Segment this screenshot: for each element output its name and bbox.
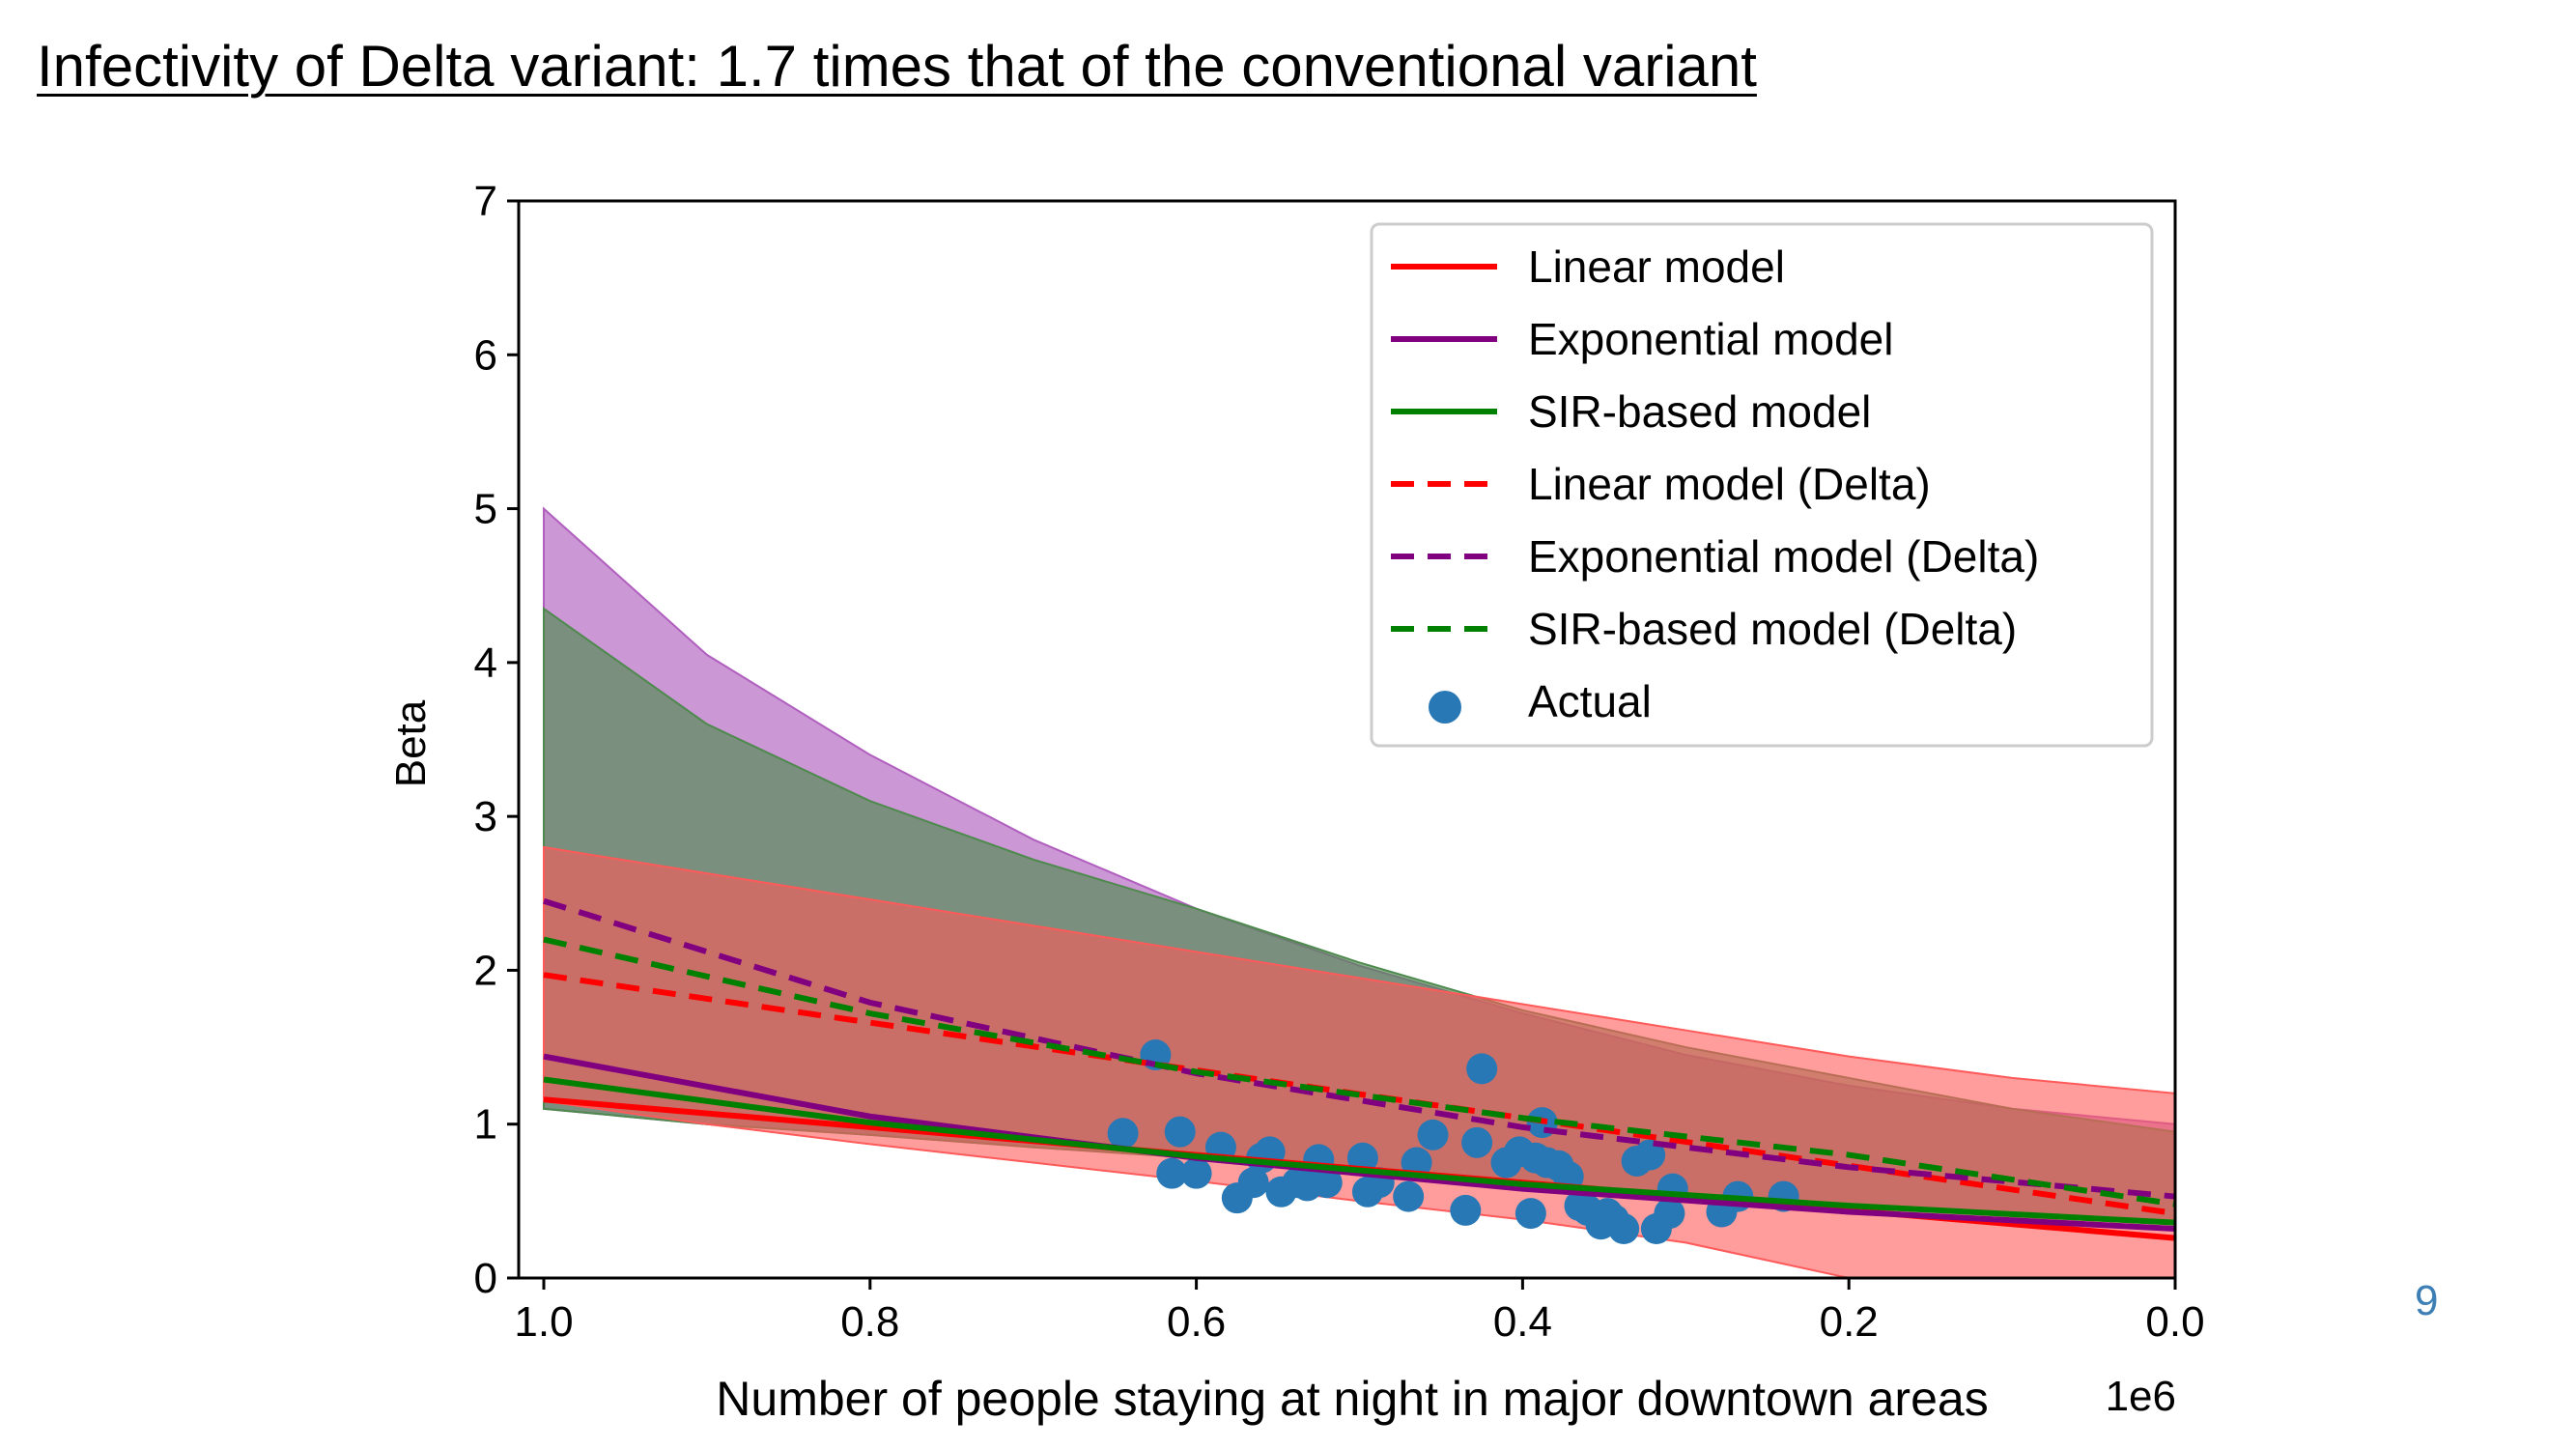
axis-ticks: 1.0 0.8 0.6 0.4 0.2 0.0 0 1 2 3 4 5 6 7 bbox=[474, 178, 2205, 1346]
x-tick-label: 0.8 bbox=[840, 1298, 899, 1346]
actual-point bbox=[1466, 1053, 1498, 1085]
actual-point bbox=[1156, 1157, 1188, 1189]
x-axis-label: Number of people staying at night in maj… bbox=[716, 1372, 1988, 1426]
legend-label-actual: Actual bbox=[1528, 676, 1652, 726]
actual-point bbox=[1393, 1180, 1425, 1212]
page-number: 9 bbox=[2415, 1277, 2439, 1324]
actual-point bbox=[1450, 1194, 1482, 1226]
y-tick-label: 6 bbox=[474, 331, 497, 379]
x-tick-label: 0.0 bbox=[2145, 1298, 2204, 1346]
slide-title: Infectivity of Delta variant: 1.7 times … bbox=[37, 34, 1757, 99]
legend-label-exponential-model-delta: Exponential model (Delta) bbox=[1528, 531, 2039, 582]
confidence-bands bbox=[543, 506, 2175, 1278]
y-tick-label: 7 bbox=[474, 178, 497, 225]
actual-point bbox=[1461, 1126, 1493, 1158]
actual-point bbox=[1311, 1167, 1343, 1199]
legend-label-exponential-model: Exponential model bbox=[1528, 314, 1893, 364]
y-tick-label: 2 bbox=[474, 947, 497, 994]
y-tick-label: 1 bbox=[474, 1101, 497, 1149]
x-tick-label: 0.2 bbox=[1820, 1298, 1879, 1346]
x-tick-label: 0.4 bbox=[1493, 1298, 1552, 1346]
legend-marker-actual bbox=[1429, 691, 1461, 724]
exponential-model-line bbox=[543, 1053, 2175, 1233]
actual-point bbox=[1164, 1116, 1196, 1148]
y-tick-label: 3 bbox=[474, 793, 497, 840]
actual-point bbox=[1514, 1198, 1546, 1230]
actual-point bbox=[1608, 1213, 1640, 1245]
legend: Linear model Exponential model SIR-based m… bbox=[1370, 222, 2154, 748]
actual-point bbox=[1107, 1118, 1139, 1150]
legend-label-linear-model-delta: Linear model (Delta) bbox=[1528, 459, 1931, 509]
x-tick-label: 1.0 bbox=[514, 1298, 573, 1346]
x-tick-label: 0.6 bbox=[1167, 1298, 1226, 1346]
y-tick-label: 5 bbox=[474, 486, 497, 533]
legend-label-linear-model: Linear model bbox=[1528, 242, 1785, 292]
legend-box bbox=[1370, 222, 2154, 748]
x-offset-label: 1e6 bbox=[2106, 1373, 2176, 1420]
plot-frame bbox=[517, 199, 2177, 1280]
actual-point bbox=[1417, 1119, 1449, 1151]
actual-point bbox=[1180, 1157, 1212, 1189]
y-axis-label: Beta bbox=[387, 699, 435, 787]
linear-model-delta-range-band bbox=[543, 845, 2175, 1278]
actual-point bbox=[1237, 1167, 1269, 1199]
legend-label-sir-based-model: SIR-based model bbox=[1528, 386, 1871, 437]
legend-label-sir-based-model-delta: SIR-based model (Delta) bbox=[1528, 604, 2017, 654]
model-lines bbox=[543, 897, 2175, 1241]
y-tick-label: 4 bbox=[474, 639, 497, 687]
sir-based-model-delta-line bbox=[543, 936, 2175, 1208]
sir-based-model-line bbox=[543, 1076, 2175, 1226]
y-tick-label: 0 bbox=[474, 1255, 497, 1302]
actual-point bbox=[1634, 1139, 1666, 1171]
actual-point bbox=[1654, 1198, 1685, 1230]
